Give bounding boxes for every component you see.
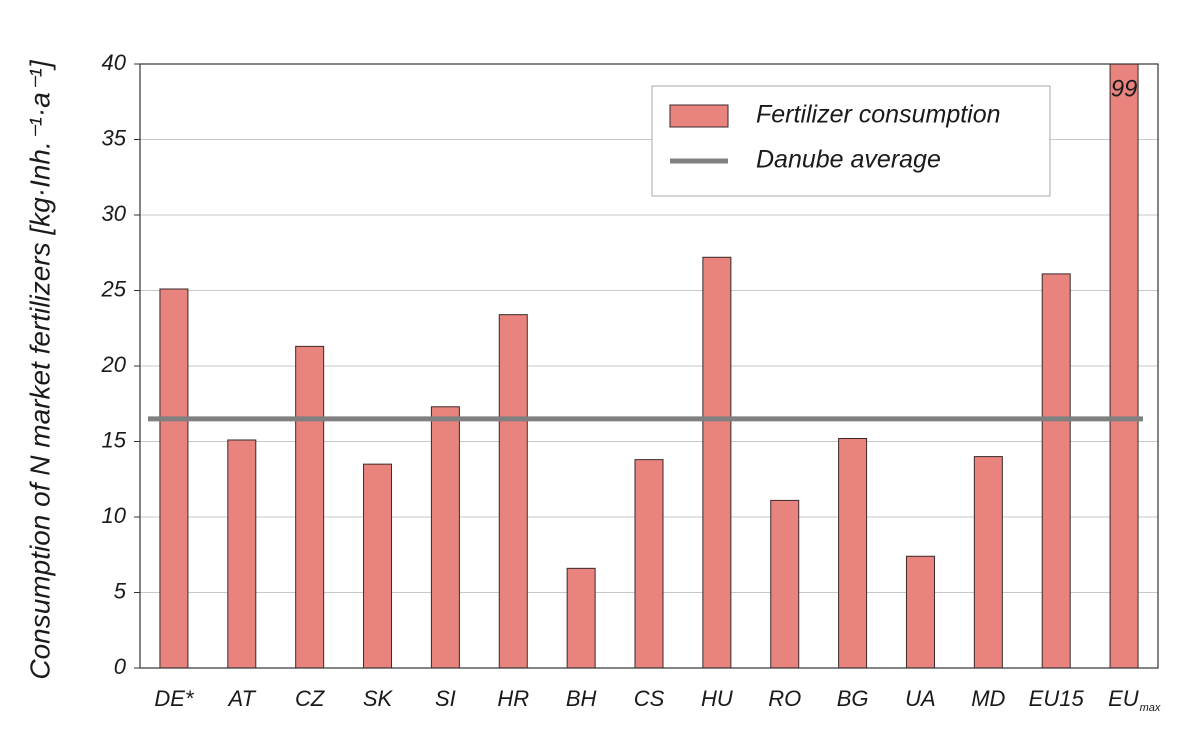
y-tick-label: 35	[102, 125, 127, 150]
bar	[1109, 64, 1139, 668]
y-tick-label: 15	[102, 427, 127, 452]
x-tick-label: AT	[227, 686, 257, 711]
y-axis-label: Consumption of N market fertilizers [kg·…	[24, 59, 55, 680]
bar	[363, 463, 393, 668]
x-tick-label: EU	[1108, 686, 1139, 711]
legend-label: Fertilizer consumption	[756, 101, 1001, 129]
x-tick-label: BH	[566, 686, 597, 711]
x-tick-label: DE*	[154, 686, 195, 711]
data-label: 99	[1111, 75, 1138, 102]
x-tick-label: EU15	[1029, 686, 1085, 711]
legend-swatch	[669, 104, 729, 128]
x-tick-label: CS	[634, 686, 665, 711]
y-tick-label: 40	[102, 50, 127, 75]
legend-box	[651, 85, 1051, 197]
bar	[973, 456, 1003, 668]
bar	[430, 406, 460, 668]
x-tick-label: RO	[768, 686, 801, 711]
bar	[770, 499, 800, 668]
y-tick-label: 30	[102, 201, 127, 226]
x-tick-label: CZ	[295, 686, 326, 711]
bar	[702, 256, 732, 668]
bar	[905, 555, 935, 668]
bar	[159, 288, 189, 668]
plot-area	[159, 64, 1139, 668]
x-tick-label: SK	[363, 686, 394, 711]
legend-label: Danube average	[756, 146, 941, 174]
bar	[838, 437, 868, 668]
y-tick-label: 10	[102, 503, 127, 528]
x-tick-label: HU	[701, 686, 733, 711]
x-tick-label: HR	[497, 686, 529, 711]
bar	[295, 345, 325, 668]
bar	[566, 567, 596, 668]
y-tick-label: 5	[114, 578, 127, 603]
x-tick-label: BG	[837, 686, 869, 711]
bar	[1041, 273, 1071, 668]
x-tick-label: SI	[435, 686, 456, 711]
y-tick-label: 25	[101, 276, 127, 301]
bar	[634, 459, 664, 668]
x-tick-subscript: max	[1140, 702, 1161, 714]
y-tick-label: 0	[114, 654, 127, 679]
bar	[498, 314, 528, 668]
x-tick-label: MD	[971, 686, 1005, 711]
y-tick-label: 20	[101, 352, 127, 377]
x-tick-label: UA	[905, 686, 936, 711]
bar	[227, 439, 257, 668]
plot-frame	[139, 63, 1159, 669]
